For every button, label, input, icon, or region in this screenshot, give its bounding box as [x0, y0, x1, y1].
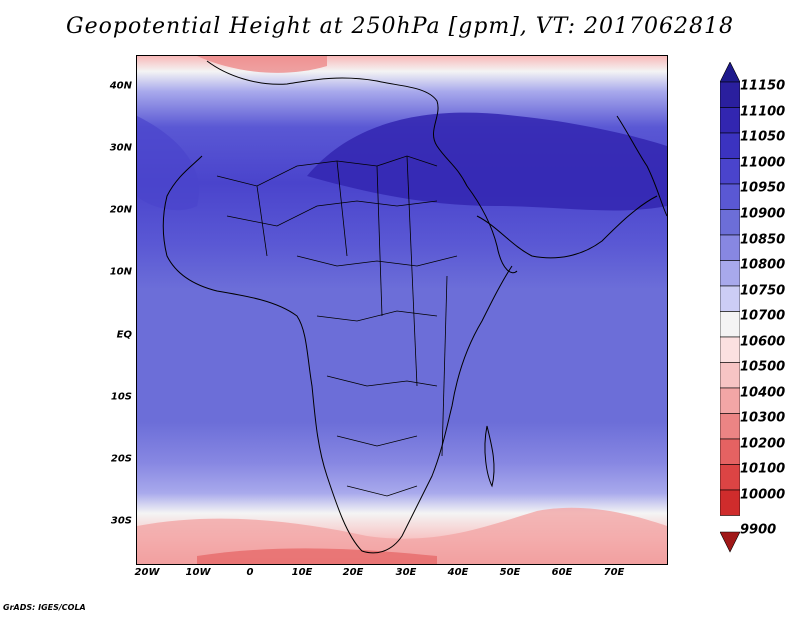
colorbar-label-10100: 10100	[740, 461, 786, 477]
lat-label-eq: EQ	[116, 329, 132, 341]
lon-label-40e: 40E	[447, 567, 469, 578]
lon-label-20e: 20E	[342, 567, 364, 578]
colorbar-label-10800: 10800	[740, 257, 786, 273]
colorbar-box	[720, 260, 740, 287]
political-borders	[216, 155, 458, 497]
colorbar-label-10600: 10600	[740, 334, 786, 350]
lat-label-40n: 40N	[109, 80, 132, 92]
colorbar-bottom-arrow	[720, 531, 740, 553]
lat-label-30n: 30N	[109, 142, 132, 154]
colorbar-box	[720, 234, 740, 261]
lat-label-30s: 30S	[110, 515, 132, 527]
lon-label-10w: 10W	[185, 567, 211, 578]
colorbar-box	[720, 438, 740, 465]
colorbar-box	[720, 489, 740, 516]
northern-low-contour	[197, 56, 327, 73]
lon-label-0: 0	[246, 567, 254, 578]
lon-label-30e: 30E	[395, 567, 417, 578]
lat-label-10n: 10N	[109, 266, 132, 278]
colorbar-box	[720, 336, 740, 363]
map-panel	[136, 55, 668, 565]
colorbar-box	[720, 107, 740, 134]
colorbar-label-10900: 10900	[740, 206, 786, 222]
colorbar-top-arrow	[720, 62, 740, 83]
colorbar-label-9900: 9900	[740, 522, 777, 538]
colorbar-box	[720, 132, 740, 159]
lon-label-20w: 20W	[134, 567, 160, 578]
colorbar-box	[720, 464, 740, 491]
lon-label-10e: 10E	[291, 567, 313, 578]
colorbar-box	[720, 387, 740, 414]
colorbar-label-11000: 11000	[740, 155, 786, 171]
colorbar-label-11150: 11150	[740, 78, 786, 94]
colorbar-label-10000: 10000	[740, 487, 786, 503]
colorbar-box	[720, 158, 740, 185]
colorbar-label-10400: 10400	[740, 385, 786, 401]
height-field-map	[137, 56, 667, 564]
lat-label-20n: 20N	[109, 204, 132, 216]
colorbar-box	[720, 362, 740, 389]
lon-label-50e: 50E	[499, 567, 521, 578]
colorbar-box	[720, 413, 740, 440]
colorbar-boxes	[720, 81, 740, 516]
colorbar-label-11100: 11100	[740, 104, 786, 120]
colorbar-label-10950: 10950	[740, 180, 786, 196]
high-core-contour	[307, 112, 667, 211]
colorbar-label-10750: 10750	[740, 283, 786, 299]
grads-credit: GrADS: IGES/COLA	[3, 603, 86, 612]
colorbar-label-10200: 10200	[740, 436, 786, 452]
chart-title: Geopotential Height at 250hPa [gpm], VT:…	[66, 14, 734, 39]
colorbar-label-10500: 10500	[740, 359, 786, 375]
colorbar-box	[720, 183, 740, 210]
colorbar	[720, 62, 740, 553]
colorbar-box	[720, 311, 740, 338]
western-high-lobe	[137, 116, 199, 211]
colorbar-label-10700: 10700	[740, 308, 786, 324]
colorbar-label-11050: 11050	[740, 129, 786, 145]
colorbar-label-10300: 10300	[740, 410, 786, 426]
coastlines	[162, 60, 667, 554]
colorbar-label-10850: 10850	[740, 232, 786, 248]
lat-label-20s: 20S	[110, 453, 132, 465]
colorbar-box	[720, 81, 740, 108]
lat-label-10s: 10S	[110, 391, 132, 403]
colorbar-box	[720, 209, 740, 236]
lon-label-60e: 60E	[551, 567, 573, 578]
lon-label-70e: 70E	[603, 567, 625, 578]
colorbar-box	[720, 285, 740, 312]
